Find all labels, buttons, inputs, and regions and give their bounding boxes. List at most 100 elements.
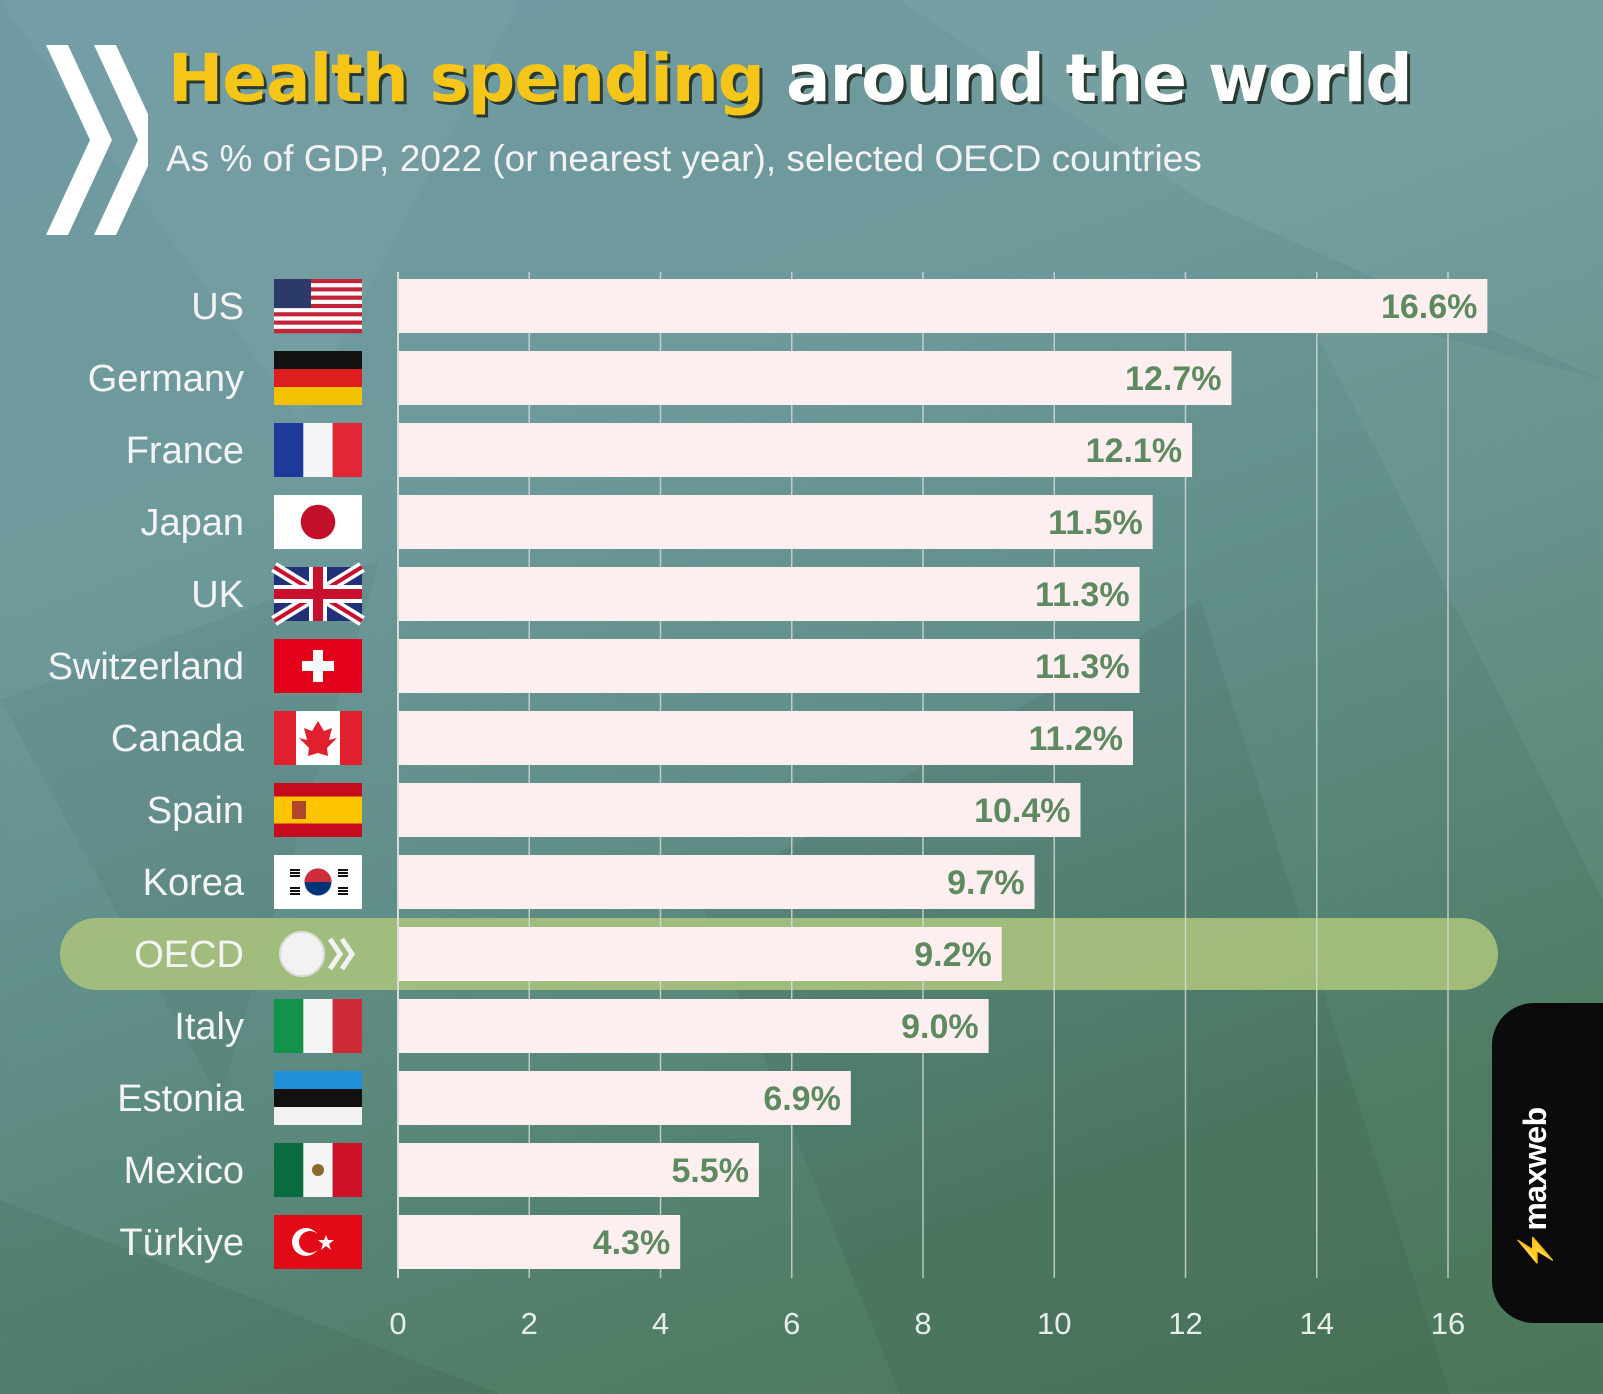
brand-name: maxweb	[1517, 1107, 1553, 1231]
flag-part	[274, 283, 362, 288]
value-label: 11.2%	[1028, 720, 1123, 758]
flag-part	[338, 872, 348, 874]
x-tick-label: 12	[1168, 1306, 1202, 1341]
brand-logo: ⚡maxweb	[1516, 1107, 1554, 1270]
flag-part	[274, 423, 304, 477]
bar-italy	[398, 999, 989, 1053]
flag-part	[274, 351, 362, 369]
bar-spain	[398, 783, 1081, 837]
flag-part	[303, 423, 333, 477]
germany-flag-icon	[274, 351, 362, 405]
category-label: Japan	[140, 502, 244, 544]
flag-part	[332, 999, 362, 1053]
oecd-logo-icon	[279, 931, 356, 977]
flag-part	[274, 999, 304, 1053]
category-label: Italy	[174, 1006, 244, 1048]
turkiye-flag-icon	[274, 1215, 362, 1269]
value-label: 12.7%	[1125, 360, 1221, 398]
flag-part	[299, 721, 337, 756]
category-label: OECD	[134, 934, 244, 976]
category-label: Mexico	[124, 1150, 244, 1192]
category-label: Switzerland	[48, 646, 244, 688]
flag-part	[274, 1107, 362, 1125]
title-highlight: Health spending	[168, 40, 765, 117]
value-label: 4.3%	[593, 1224, 671, 1262]
category-label: UK	[191, 574, 244, 616]
flag-part	[302, 661, 334, 671]
flag-part	[318, 1235, 334, 1250]
flag-part	[292, 801, 306, 819]
us-flag-icon	[274, 279, 362, 334]
flag-part	[274, 279, 311, 309]
flag-part	[274, 295, 362, 301]
value-label: 11.3%	[1035, 576, 1130, 614]
flag-part	[338, 875, 348, 877]
bar-japan	[398, 495, 1153, 549]
x-tick-label: 14	[1300, 1306, 1334, 1341]
flag-part	[290, 872, 300, 874]
flag-part	[332, 1143, 362, 1197]
flag-part	[338, 869, 348, 871]
value-label: 6.9%	[763, 1080, 841, 1118]
flag-part	[332, 423, 362, 477]
value-label: 11.3%	[1035, 648, 1130, 686]
flag-part	[299, 1231, 321, 1253]
uk-flag-icon	[271, 562, 365, 626]
flag-part	[274, 308, 362, 313]
x-tick-label: 16	[1431, 1306, 1465, 1341]
value-label: 16.6%	[1381, 288, 1477, 326]
bar-oecd	[398, 927, 1002, 981]
flag-part	[290, 887, 300, 889]
bar-switzerland	[398, 639, 1140, 693]
flag-part	[290, 869, 300, 871]
canada-flag-icon	[274, 711, 362, 765]
flag-part	[274, 320, 362, 325]
category-label: France	[126, 430, 244, 472]
switzerland-flag-icon	[274, 639, 362, 693]
value-label: 9.2%	[914, 936, 992, 974]
bar-korea	[398, 855, 1035, 909]
flag-part	[274, 299, 362, 305]
x-tick-label: 4	[652, 1306, 669, 1341]
category-label: Canada	[111, 718, 245, 760]
italy-flag-icon	[274, 999, 362, 1053]
category-label: Spain	[147, 790, 244, 832]
flag-part	[274, 1143, 304, 1197]
x-tick-label: 8	[914, 1306, 931, 1341]
spain-flag-icon	[274, 783, 362, 837]
estonia-flag-icon	[274, 1071, 362, 1125]
flag-part	[274, 287, 362, 292]
flag-part	[274, 369, 362, 387]
value-label: 9.7%	[947, 864, 1025, 902]
flag-part	[338, 887, 348, 889]
flag-part	[338, 890, 348, 892]
flag-part	[300, 504, 336, 540]
category-label: Estonia	[117, 1078, 245, 1120]
oecd-chevron-logo-icon	[46, 45, 148, 235]
chart-subtitle: As % of GDP, 2022 (or nearest year), sel…	[166, 138, 1202, 179]
france-flag-icon	[274, 423, 362, 477]
flag-part	[274, 589, 362, 599]
bar-mexico	[398, 1143, 759, 1197]
flag-part	[274, 328, 362, 334]
x-tick-label: 10	[1037, 1306, 1071, 1341]
flag-part	[338, 893, 348, 895]
flag-part	[303, 999, 333, 1053]
x-tick-label: 2	[521, 1306, 538, 1341]
title-rest: around the world	[786, 40, 1413, 117]
category-label: Germany	[88, 358, 244, 400]
flag-part	[274, 291, 362, 296]
flag-part	[304, 868, 332, 882]
flag-part	[274, 303, 362, 309]
flag-part	[274, 387, 362, 405]
flag-part	[290, 875, 300, 877]
bar-uk	[398, 567, 1140, 621]
flag-part	[327, 937, 356, 971]
value-label: 11.5%	[1048, 504, 1143, 542]
brand-tab	[1492, 1003, 1603, 1323]
bar-estonia	[398, 1071, 851, 1125]
category-label: US	[191, 286, 244, 328]
flag-part	[274, 279, 362, 284]
flag-part	[274, 324, 362, 330]
